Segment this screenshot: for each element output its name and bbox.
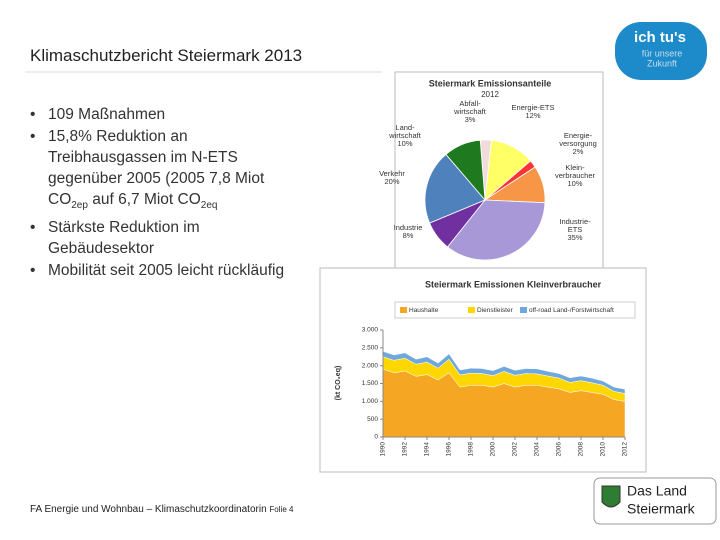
bullet-list: 109 Maßnahmen 15,8% Reduktion an Treibhau…	[28, 104, 300, 282]
pie-value: 35%	[567, 233, 583, 242]
pie-category: Abfall- wirtschaft	[454, 99, 486, 116]
bullet-text: 109 Maßnahmen	[48, 106, 166, 123]
pie-category: Industrie- ETS	[559, 217, 591, 234]
logo-bottom-text: Das Land	[627, 483, 687, 499]
area	[382, 351, 626, 394]
bullet: 109 Maßnahmen	[28, 104, 300, 125]
footer-page: Folie 4	[269, 505, 294, 514]
bullet-text: 15,8% Reduktion an Treibhausgassen im N-…	[48, 128, 265, 208]
pie-value: 12%	[525, 111, 541, 120]
bullet: 15,8% Reduktion an Treibhausgassen im N-…	[28, 126, 300, 216]
footer: FA Energie und Wohnbau – Klimaschutzkoor…	[30, 504, 293, 515]
pie-label: Verkehr 20%	[379, 170, 405, 186]
logo-bottom-frame	[593, 477, 717, 525]
y-tick-label: 0	[374, 434, 378, 441]
x-tick-label: 2004	[534, 442, 541, 457]
y-tick-label: 1.500	[362, 380, 379, 387]
x-tick-label: 2012	[622, 442, 629, 457]
x-tick-label: 1994	[424, 442, 431, 457]
x-tick-label: 1998	[468, 442, 475, 457]
logo-top-text: ich tu's	[634, 29, 686, 46]
legend-swatch	[400, 307, 407, 313]
legend-label: Haushalte	[409, 307, 439, 314]
slide-title: Klimaschutzbericht Steiermark 2013	[30, 46, 303, 65]
footer-text: FA Energie und Wohnbau – Klimaschutzkoor…	[30, 504, 267, 515]
chart-subtitle: 2012	[481, 90, 499, 99]
pie-category: Klein- verbraucher	[554, 163, 596, 180]
pie-category: Industrie	[393, 223, 423, 232]
y-tick-label: 2.000	[362, 362, 379, 369]
pie-value: 2%	[572, 147, 584, 156]
pie-category: Land- wirtschaft	[389, 123, 421, 140]
logo-bottom-text: Steiermark	[627, 501, 696, 517]
legend-swatch	[520, 307, 527, 313]
bullet: Mobilität seit 2005 leicht rückläufig	[28, 260, 300, 281]
legend-swatch	[468, 307, 475, 313]
legend-label: Dienstleister	[477, 307, 514, 314]
pie-label: Energie- versorgung 2%	[559, 132, 597, 156]
pie-value: 8%	[402, 231, 414, 240]
pie-slice	[424, 153, 486, 224]
y-tick-label: 3.000	[362, 327, 379, 334]
pie-value: 10%	[567, 179, 583, 188]
bullet-text: Stärkste Reduktion im Gebäudesektor	[48, 219, 200, 258]
pie-category: Verkehr	[379, 169, 405, 178]
legend-label: off-road Land-/Forstwirtschaft	[529, 307, 614, 314]
pie-slice	[445, 139, 486, 202]
pie-label: Abfall- wirtschaft 3%	[454, 100, 486, 124]
pie-category: Energie- versorgung	[559, 131, 597, 148]
pie-value: 20%	[384, 177, 400, 186]
logo-top-text: Zukunft	[647, 58, 678, 68]
pie-label: Klein- verbraucher 10%	[555, 164, 595, 188]
y-axis-label: (kt CO₂eq)	[335, 366, 342, 401]
x-tick-label: 1992	[402, 442, 409, 457]
x-tick-label: 2000	[490, 442, 497, 457]
logo-shield	[601, 485, 621, 508]
chart-title: Steiermark Emissionsanteile	[429, 78, 552, 88]
subscript: 2ep	[71, 200, 88, 212]
y-tick-label: 2.500	[362, 345, 379, 352]
logo-top-text: für unsere	[642, 48, 683, 58]
subscript: 2eq	[200, 200, 218, 212]
bullet-text: Mobilität seit 2005 leicht rückläufig	[48, 262, 285, 280]
x-tick-label: 1996	[446, 442, 453, 457]
pie-category: Energie-ETS	[511, 103, 555, 112]
x-tick-label: 2010	[600, 442, 607, 457]
y-tick-label: 1.000	[362, 398, 379, 405]
pie-label: Industrie 8%	[394, 224, 423, 240]
pie-label: Energie-ETS 12%	[512, 104, 555, 120]
x-tick-label: 2006	[556, 442, 563, 457]
y-tick-label: 500	[367, 416, 378, 423]
legend-frame	[394, 301, 636, 319]
x-tick-label: 2002	[512, 442, 519, 457]
pie-value: 10%	[397, 139, 413, 148]
bullet-text: auf 6,7 Miot CO	[87, 191, 201, 208]
x-tick-label: 1990	[380, 442, 387, 457]
chart-title: Steiermark Emissionen Kleinverbraucher	[425, 279, 602, 289]
bullet: Stärkste Reduktion im Gebäudesektor	[28, 217, 300, 259]
pie-value: 3%	[464, 115, 476, 124]
pie-label: Land- wirtschaft 10%	[389, 124, 421, 148]
x-tick-label: 2008	[578, 442, 585, 457]
logo-top-bg	[615, 22, 707, 80]
pie-label: Industrie- ETS 35%	[559, 218, 590, 242]
pie-slice	[446, 199, 546, 261]
